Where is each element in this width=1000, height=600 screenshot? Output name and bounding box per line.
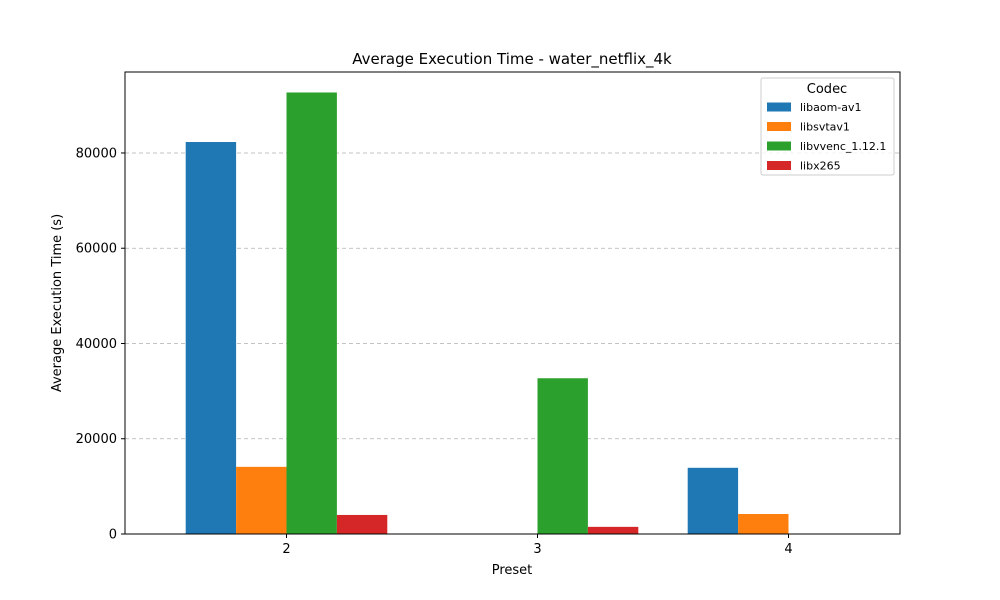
y-tick-label: 40000 [76,337,117,352]
bar-libsvtav1-preset-2 [236,466,287,534]
legend-items: libaom-av1 libsvtav1 libvvenc_1.12.1 libx26… [767,101,886,173]
x-tick-label: 4 [784,542,792,557]
bar-libaom-av1-preset-2 [185,142,237,534]
legend-box [760,77,895,176]
y-axis-label: Average Execution Time (s) [50,214,65,392]
y-tick-label: 60000 [76,242,117,257]
chart-title: Average Execution Time - water_netflix_4… [352,50,672,69]
x-tick-label: 3 [533,542,541,557]
ticks-layer: 0 20000 40000 60000 80000 2 3 4 [76,146,793,557]
grid-layer [125,152,900,440]
bars-layer [185,92,789,535]
legend-label: libx265 [800,160,841,173]
legend-label: libsvtav1 [800,121,850,134]
legend-swatch [767,161,791,170]
legend-swatch [767,102,791,112]
x-axis-label: Preset [492,563,533,578]
bar-libvvenc_1.12.1-preset-3 [537,378,588,534]
bar-libx265-preset-3 [587,526,639,534]
legend-swatch [767,141,791,151]
bar-libx265-preset-2 [336,514,388,534]
plot-frame [124,71,901,535]
legend-label: libvvenc_1.12.1 [800,140,886,153]
y-tick-label: 20000 [76,432,117,447]
legend: Codec libaom-av1 libsvtav1 libvvenc_1.12.1… [760,77,895,176]
legend-label: libaom-av1 [800,101,862,114]
bar-libaom-av1-preset-4 [687,467,739,534]
bar-libvvenc_1.12.1-preset-2 [286,92,337,535]
y-tick-label: 0 [109,528,117,543]
legend-swatch [767,122,791,131]
x-tick-label: 2 [282,542,290,557]
legend-title: Codec [807,82,847,97]
bar-libsvtav1-preset-4 [738,513,789,534]
y-tick-label: 80000 [76,146,117,161]
